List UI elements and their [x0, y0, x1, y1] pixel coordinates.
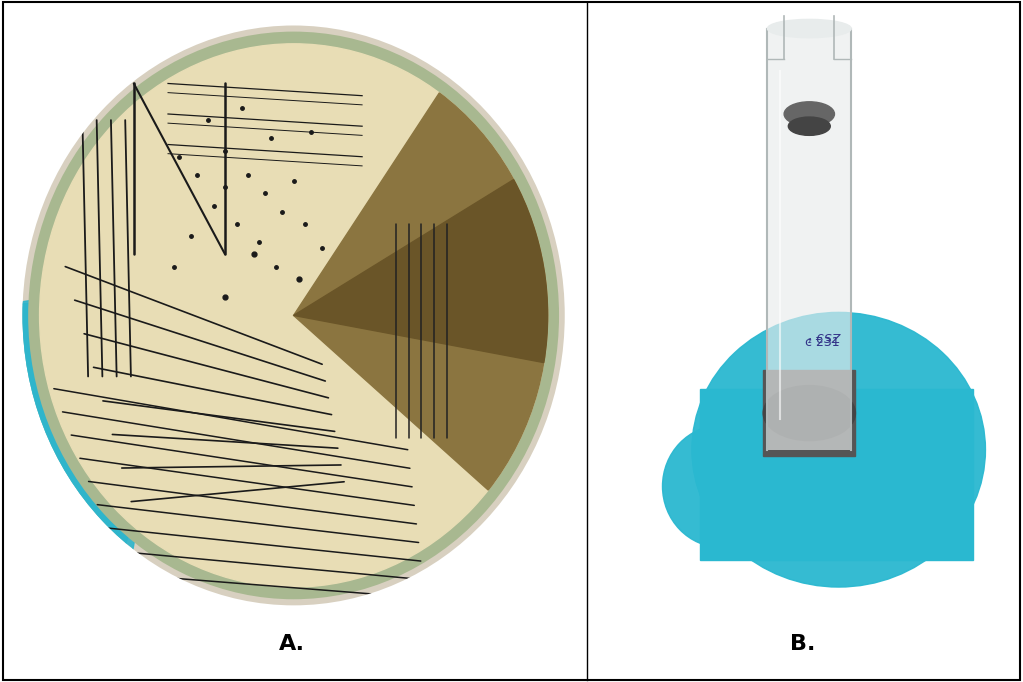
Ellipse shape	[767, 19, 851, 38]
Text: B.: B.	[791, 634, 815, 655]
Circle shape	[40, 44, 547, 587]
Circle shape	[29, 31, 559, 599]
Text: c 231: c 231	[804, 336, 839, 349]
Wedge shape	[294, 179, 547, 363]
Wedge shape	[294, 93, 547, 490]
Bar	[763, 370, 855, 456]
Ellipse shape	[692, 312, 985, 587]
Ellipse shape	[663, 426, 780, 548]
Ellipse shape	[0, 0, 59, 218]
Ellipse shape	[784, 102, 835, 126]
Ellipse shape	[763, 385, 855, 441]
Ellipse shape	[0, 303, 139, 670]
Bar	[767, 29, 851, 449]
Text: ₁ €SZ: ₁ €SZ	[807, 333, 841, 346]
Ellipse shape	[0, 0, 59, 242]
Bar	[700, 389, 973, 559]
Ellipse shape	[789, 117, 831, 135]
Ellipse shape	[0, 300, 137, 636]
Text: A.: A.	[278, 634, 305, 655]
